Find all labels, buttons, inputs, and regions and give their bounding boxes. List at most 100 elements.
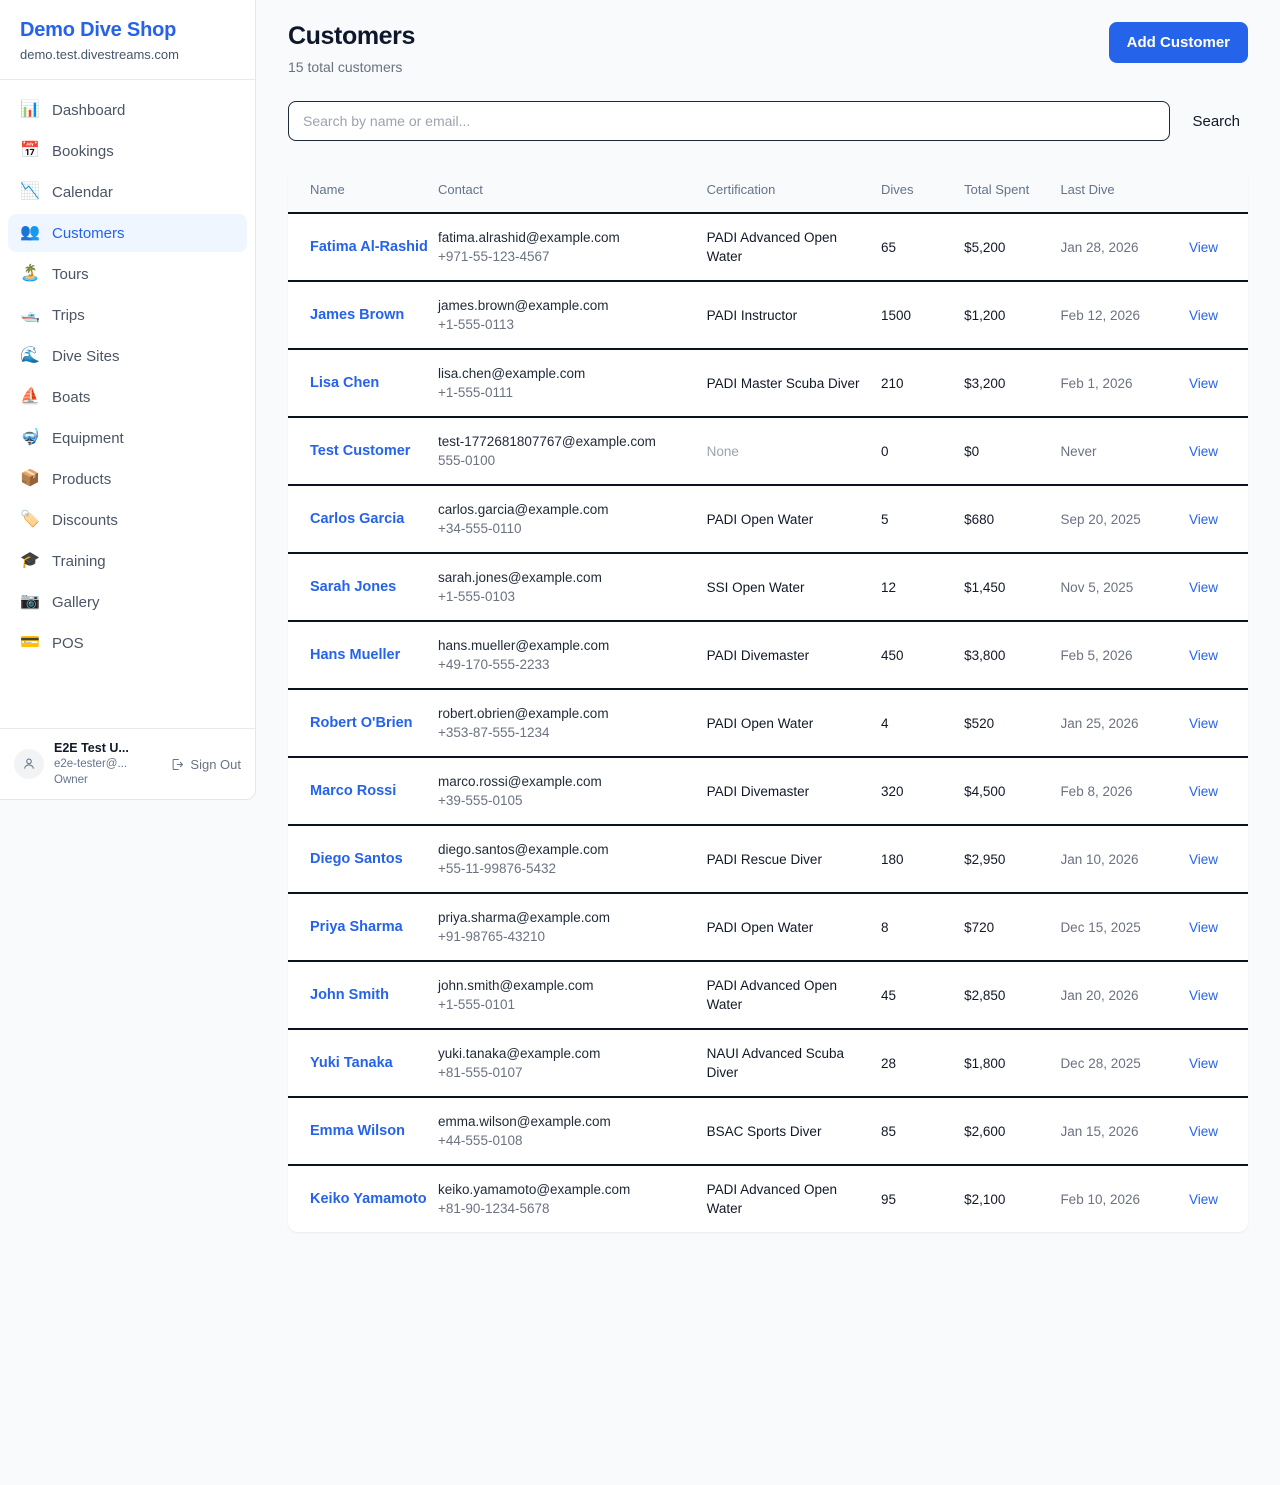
customer-name-link[interactable]: Hans Mueller: [310, 647, 401, 663]
customer-phone: +81-555-0107: [438, 1065, 523, 1080]
cell-total-spent: $5,200: [964, 213, 1061, 282]
table-row: Diego Santos diego.santos@example.com +55-…: [288, 825, 1248, 894]
avatar: [14, 749, 44, 779]
view-link[interactable]: View: [1188, 783, 1218, 799]
cell-name: Carlos Garcia: [288, 485, 439, 554]
cell-name: James Brown: [288, 281, 439, 350]
view-link[interactable]: View: [1188, 715, 1218, 731]
view-link[interactable]: View: [1188, 1055, 1218, 1071]
customer-name-link[interactable]: Marco Rossi: [310, 783, 397, 799]
motorboat-icon: 🛥️: [20, 306, 40, 323]
sidebar-item-discounts[interactable]: 🏷️ Discounts: [8, 501, 247, 539]
cell-certification: PADI Divemaster: [706, 757, 882, 826]
sidebar-item-pos[interactable]: 💳 POS: [8, 624, 247, 662]
sidebar-item-dive-sites[interactable]: 🌊 Dive Sites: [8, 337, 247, 375]
view-link[interactable]: View: [1188, 511, 1218, 527]
cell-contact: priya.sharma@example.com +91-98765-43210: [438, 893, 707, 962]
brand-block: Demo Dive Shop demo.test.divestreams.com: [0, 0, 255, 80]
customer-email: lisa.chen@example.com: [438, 366, 586, 381]
cell-name: Test Customer: [288, 417, 439, 486]
user-name: E2E Test U...: [54, 741, 129, 755]
cell-actions: View: [1156, 213, 1248, 282]
sidebar-item-label: Tours: [52, 265, 89, 283]
cell-total-spent: $1,200: [964, 281, 1061, 350]
customer-name-link[interactable]: Yuki Tanaka: [310, 1055, 393, 1071]
view-link[interactable]: View: [1188, 443, 1218, 459]
sign-out-button[interactable]: Sign Out: [170, 757, 241, 772]
table-row: Lisa Chen lisa.chen@example.com +1-555-011…: [288, 349, 1248, 418]
sidebar-item-products[interactable]: 📦 Products: [8, 460, 247, 498]
sidebar-item-bookings[interactable]: 📅 Bookings: [8, 132, 247, 170]
customer-phone: +39-555-0105: [438, 793, 523, 808]
cell-contact: keiko.yamamoto@example.com +81-90-1234-56…: [438, 1165, 707, 1232]
view-link[interactable]: View: [1188, 579, 1218, 595]
cell-certification: None: [706, 417, 882, 486]
sidebar-item-equipment[interactable]: 🤿 Equipment: [8, 419, 247, 457]
customer-name-link[interactable]: Diego Santos: [310, 851, 403, 867]
view-link[interactable]: View: [1188, 307, 1218, 323]
customer-email: yuki.tanaka@example.com: [438, 1046, 601, 1061]
customer-name-link[interactable]: Carlos Garcia: [310, 511, 405, 527]
cell-contact: test-1772681807767@example.com 555-0100: [438, 417, 707, 486]
view-link[interactable]: View: [1188, 919, 1218, 935]
sidebar-item-label: Dive Sites: [52, 347, 120, 365]
view-link[interactable]: View: [1188, 375, 1218, 391]
cell-dives: 450: [881, 621, 965, 690]
customer-phone: +1-555-0101: [438, 997, 515, 1012]
cell-contact: robert.obrien@example.com +353-87-555-123…: [438, 689, 707, 758]
sidebar-item-customers[interactable]: 👥 Customers: [8, 214, 247, 252]
view-link[interactable]: View: [1188, 851, 1218, 867]
brand-domain: demo.test.divestreams.com: [20, 47, 179, 62]
sidebar-item-label: POS: [52, 634, 84, 652]
cell-certification: PADI Open Water: [706, 893, 882, 962]
sidebar-item-trips[interactable]: 🛥️ Trips: [8, 296, 247, 334]
table-row: Keiko Yamamoto keiko.yamamoto@example.com…: [288, 1165, 1248, 1232]
cell-dives: 320: [881, 757, 965, 826]
search-input[interactable]: [288, 101, 1171, 141]
cell-name: John Smith: [288, 961, 439, 1030]
view-link[interactable]: View: [1188, 647, 1218, 663]
search-button[interactable]: Search: [1184, 107, 1248, 136]
sidebar-item-dashboard[interactable]: 📊 Dashboard: [8, 91, 247, 129]
island-icon: 🏝️: [20, 265, 40, 282]
calendar-icon: 📉: [20, 183, 40, 200]
cell-last-dive: Dec 28, 2025: [1060, 1029, 1157, 1098]
customer-name-link[interactable]: James Brown: [310, 307, 405, 323]
cell-actions: View: [1156, 485, 1248, 554]
cell-contact: lisa.chen@example.com +1-555-0111: [438, 349, 707, 418]
people-icon: 👥: [20, 224, 40, 241]
diving-mask-icon: 🤿: [20, 429, 40, 446]
cell-total-spent: $3,200: [964, 349, 1061, 418]
customer-name-link[interactable]: Robert O'Brien: [310, 715, 413, 731]
add-customer-button[interactable]: Add Customer: [1108, 22, 1248, 63]
sidebar-item-training[interactable]: 🎓 Training: [8, 542, 247, 580]
customer-name-link[interactable]: Test Customer: [310, 443, 411, 459]
customer-phone: +81-90-1234-5678: [438, 1201, 550, 1216]
cell-certification: PADI Instructor: [706, 281, 882, 350]
sidebar-item-boats[interactable]: ⛵ Boats: [8, 378, 247, 416]
view-link[interactable]: View: [1188, 987, 1218, 1003]
sidebar-item-label: Discounts: [52, 511, 118, 529]
sidebar-item-tours[interactable]: 🏝️ Tours: [8, 255, 247, 293]
cell-actions: View: [1156, 349, 1248, 418]
view-link[interactable]: View: [1188, 1123, 1218, 1139]
cell-certification: SSI Open Water: [706, 553, 882, 622]
brand-title: Demo Dive Shop: [20, 19, 177, 41]
view-link[interactable]: View: [1188, 1191, 1218, 1207]
customer-name-link[interactable]: Keiko Yamamoto: [310, 1191, 427, 1207]
customer-name-link[interactable]: Lisa Chen: [310, 375, 380, 391]
sidebar-item-calendar[interactable]: 📉 Calendar: [8, 173, 247, 211]
customer-name-link[interactable]: Sarah Jones: [310, 579, 397, 595]
customer-name-link[interactable]: Emma Wilson: [310, 1123, 405, 1139]
cell-actions: View: [1156, 757, 1248, 826]
customer-phone: +1-555-0113: [438, 317, 514, 332]
customer-name-link[interactable]: Priya Sharma: [310, 919, 403, 935]
cell-dives: 0: [881, 417, 965, 486]
view-link[interactable]: View: [1188, 239, 1218, 255]
sidebar-item-gallery[interactable]: 📷 Gallery: [8, 583, 247, 621]
customer-name-link[interactable]: John Smith: [310, 987, 389, 1003]
table-row: Emma Wilson emma.wilson@example.com +44-55…: [288, 1097, 1248, 1166]
customer-name-link[interactable]: Fatima Al-Rashid: [310, 239, 428, 255]
cell-actions: View: [1156, 553, 1248, 622]
cell-dives: 45: [881, 961, 965, 1030]
